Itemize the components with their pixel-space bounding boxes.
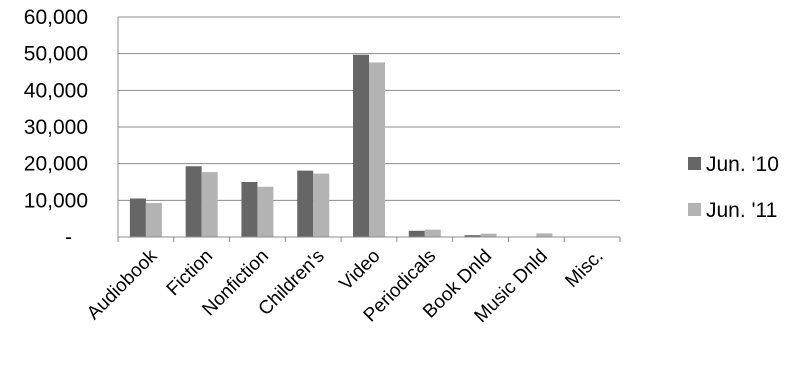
legend-label: Jun. '10	[706, 153, 779, 176]
axes	[117, 17, 621, 242]
y-tick-label: -	[65, 226, 72, 249]
legend-swatch	[688, 203, 701, 216]
bar-fiction-series-0	[185, 166, 202, 237]
legend-swatch	[688, 157, 701, 170]
x-category-label: Fiction	[163, 246, 217, 300]
bar-periodicals-series-1	[424, 229, 441, 237]
bar-fiction-series-1	[201, 172, 218, 237]
legend: Jun. '10 Jun. '11	[688, 153, 779, 222]
bar-children-s-series-1	[313, 173, 330, 237]
y-tick-label: 20,000	[24, 153, 88, 176]
x-category-label: Audiobook	[83, 245, 162, 324]
bar-book-dnld-series-1	[480, 233, 497, 237]
bar-audiobook-series-1	[145, 202, 162, 237]
y-tick-label: 40,000	[24, 79, 88, 102]
bar-video-series-1	[369, 62, 385, 237]
y-tick-label: 10,000	[24, 189, 88, 212]
bar-music-dnld-series-1	[536, 233, 553, 237]
bar-nonfiction-series-1	[257, 186, 274, 237]
y-tick-label: 30,000	[24, 116, 88, 139]
bar-periodicals-series-0	[408, 230, 425, 237]
bar-book-dnld-series-0	[464, 235, 481, 237]
bars	[129, 54, 553, 238]
x-category-label: Misc.	[561, 246, 607, 292]
legend-label: Jun. '11	[706, 199, 777, 222]
bar-audiobook-series-0	[129, 198, 146, 237]
x-category-label: Video	[336, 246, 385, 295]
y-tick-label: 50,000	[24, 43, 88, 66]
y-tick-label: 60,000	[24, 6, 88, 29]
bar-nonfiction-series-0	[241, 182, 258, 237]
y-tick-labels: - 10,000 20,000 30,000 40,000 50,000 60,000	[24, 6, 88, 249]
bar-children-s-series-0	[297, 170, 314, 237]
bar-video-series-0	[353, 54, 369, 238]
